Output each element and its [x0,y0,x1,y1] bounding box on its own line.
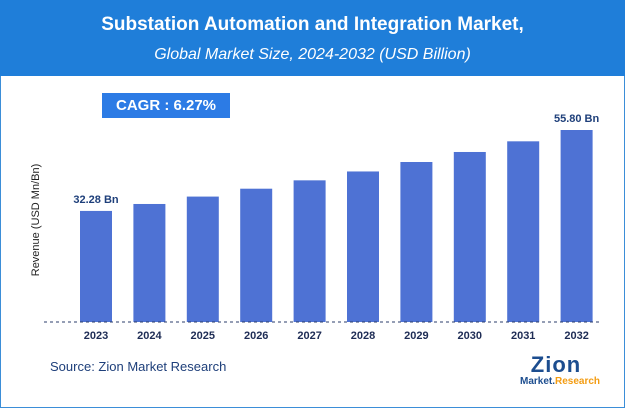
logo-wordmark: Zion [530,352,582,377]
chart-title: Substation Automation and Integration Ma… [101,14,524,35]
cagr-badge: CAGR : 6.27% [102,93,230,118]
chart-subtitle: Global Market Size, 2024-2032 (USD Billi… [154,46,471,63]
x-tick-label-2026: 2026 [244,330,268,342]
x-tick-label-2025: 2025 [191,330,215,342]
logo-tagline: Market.Research [520,376,601,387]
bar-2024 [133,203,166,322]
x-tick-label-2029: 2029 [404,330,428,342]
header-banner: Substation Automation and Integration Ma… [0,0,625,76]
bar-2026 [240,188,273,322]
source-note: Source: Zion Market Research [50,359,227,374]
bar-2029 [400,162,433,322]
bar-2032 [560,130,593,322]
bar-2025 [186,196,219,322]
x-tick-label-2032: 2032 [564,330,588,342]
bar-2023 [80,210,112,322]
bar-2031 [507,141,540,322]
bar-2028 [347,171,379,322]
x-tick-label-2027: 2027 [297,330,321,342]
bar-2027 [293,180,326,322]
bar-2030 [453,151,486,322]
data-label-2032: 55.80 Bn [554,113,600,125]
zion-logo: Zion Market.Research [520,352,601,392]
x-tick-label-2028: 2028 [351,330,375,342]
x-tick-label-2030: 2030 [458,330,482,342]
data-label-2023: 32.28 Bn [73,194,119,206]
x-tick-label-2023: 2023 [84,330,108,342]
x-tick-label-2031: 2031 [511,330,535,342]
x-tick-label-2024: 2024 [137,330,162,342]
